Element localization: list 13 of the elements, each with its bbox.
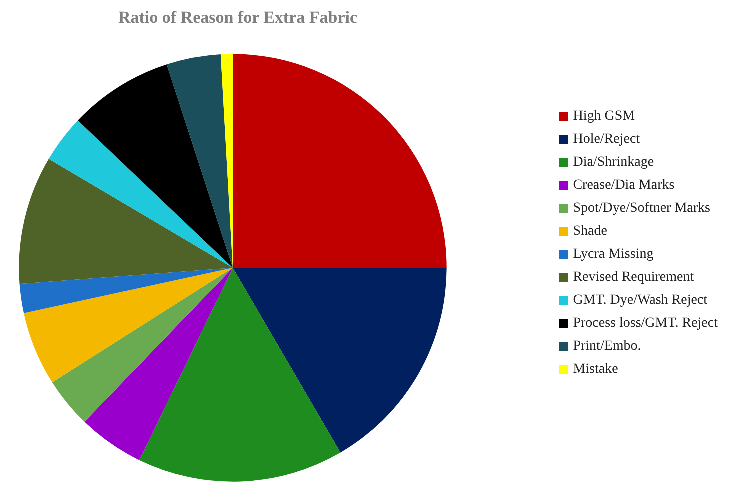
legend-label: GMT. Dye/Wash Reject bbox=[573, 293, 708, 308]
legend-label: High GSM bbox=[573, 109, 636, 124]
legend-label: Mistake bbox=[573, 362, 618, 377]
legend-label: Dia/Shrinkage bbox=[573, 155, 654, 170]
legend-label: Hole/Reject bbox=[573, 132, 640, 147]
legend-label: Crease/Dia Marks bbox=[573, 178, 675, 193]
legend-label: Shade bbox=[573, 224, 608, 239]
legend-label: Revised Requirement bbox=[573, 270, 694, 285]
legend-label: Print/Embo. bbox=[573, 339, 642, 354]
legend-label: Process loss/GMT. Reject bbox=[573, 316, 718, 331]
legend-label: Lycra Missing bbox=[573, 247, 654, 262]
legend-label: Spot/Dye/Softner Marks bbox=[573, 201, 710, 216]
chart-title: Ratio of Reason for Extra Fabric bbox=[118, 8, 358, 27]
